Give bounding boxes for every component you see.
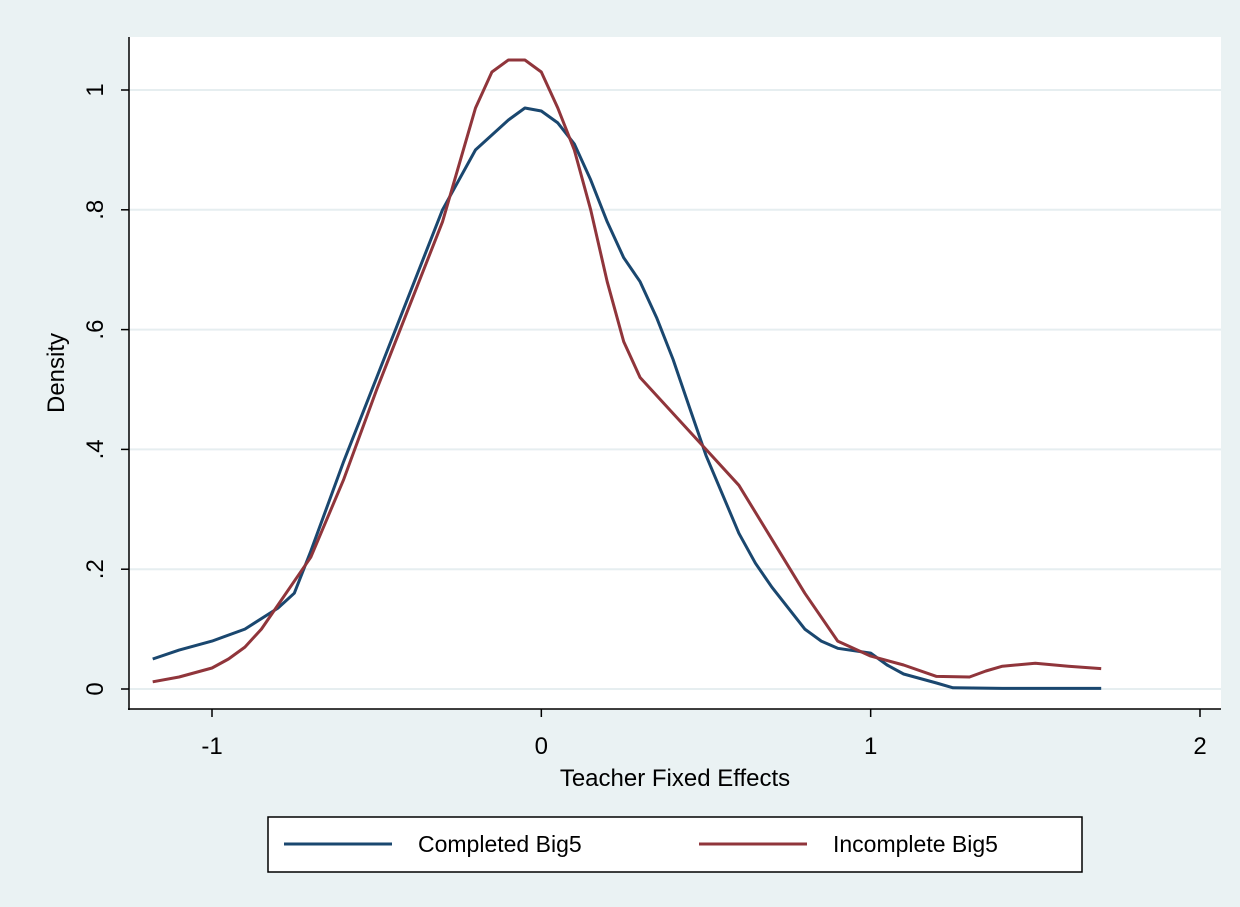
legend-box [267,816,1083,873]
y-tick-label: 0 [82,682,109,695]
series-line-incomplete [152,58,1102,684]
series-line-completed [152,106,1102,690]
plot-region [129,37,1221,709]
x-axis-title: Teacher Fixed Effects [560,765,790,792]
gridlines [129,89,1221,690]
x-tick-label: -1 [201,733,222,760]
y-tick-label: .8 [82,200,109,220]
legend: Completed Big5 Incomplete Big5 [267,816,1083,873]
legend-label-incomplete: Incomplete Big5 [833,831,998,857]
x-tick-label: 0 [535,733,548,760]
axes: 0 .2 .4 .6 .8 1 -1 0 1 2 [82,37,1221,760]
y-tick-label: .6 [82,320,109,340]
y-tick-label: .2 [82,559,109,579]
series-lines [152,58,1102,690]
legend-label-completed: Completed Big5 [418,831,582,857]
x-tick-label: 1 [864,733,877,760]
x-tick-label: 2 [1193,733,1206,760]
y-tick-label: .4 [82,439,109,459]
y-axis-title: Density [43,333,70,413]
y-tick-label: 1 [82,83,109,96]
